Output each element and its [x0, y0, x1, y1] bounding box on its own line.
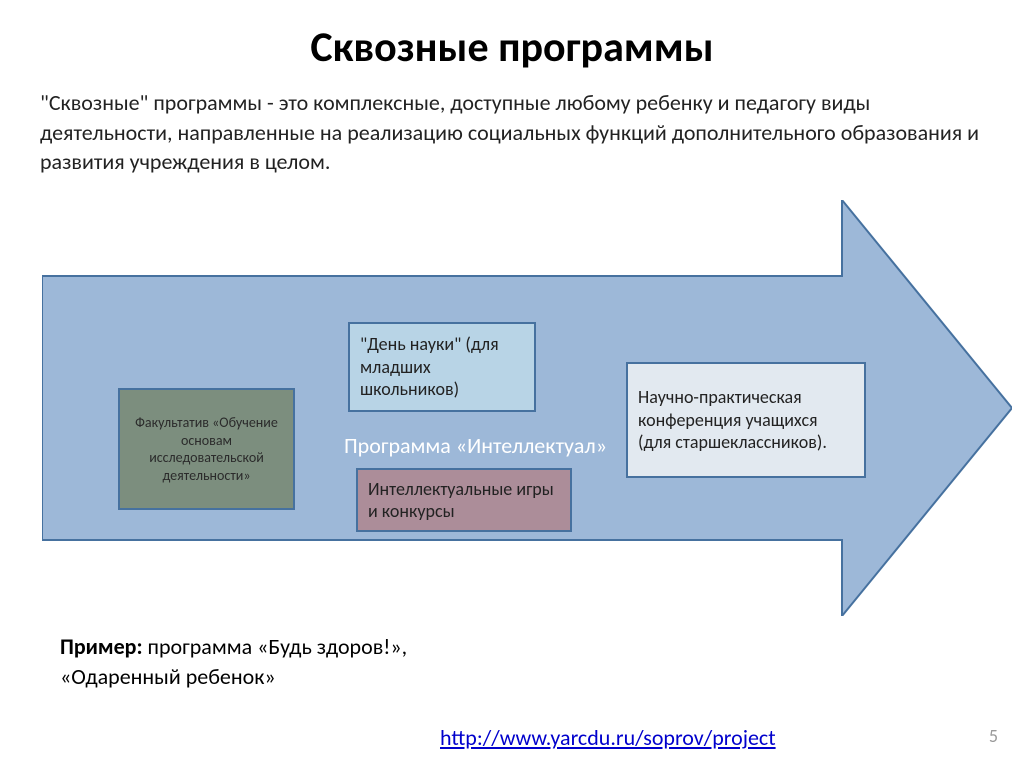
box-day-science-text: "День науки" (для младших школьников): [360, 333, 524, 401]
box-games-text: Интеллектуальные игры и конкурсы: [368, 478, 560, 523]
box-games: Интеллектуальные игры и конкурсы: [356, 468, 572, 532]
example-text: Пример: программа «Будь здоров!», «Одаре…: [60, 632, 510, 691]
program-label: Программа «Интеллектуал»: [344, 432, 607, 459]
source-link[interactable]: http://www.yarcdu.ru/soprov/project: [440, 724, 776, 751]
box-conference-text: Научно-практическая конференция учащихся…: [638, 386, 854, 454]
box-conference: Научно-практическая конференция учащихся…: [626, 362, 866, 478]
box-fakultativ-text: Факультатив «Обучение основам исследоват…: [128, 414, 285, 484]
page-title: Сквозные программы: [0, 22, 1024, 73]
page-number: 5: [989, 725, 998, 747]
example-prefix: Пример:: [60, 633, 148, 660]
box-day-science: "День науки" (для младших школьников): [348, 322, 536, 412]
intro-paragraph: "Сквозные" программы - это комплексные, …: [40, 88, 980, 177]
box-fakultativ: Факультатив «Обучение основам исследоват…: [118, 388, 295, 510]
